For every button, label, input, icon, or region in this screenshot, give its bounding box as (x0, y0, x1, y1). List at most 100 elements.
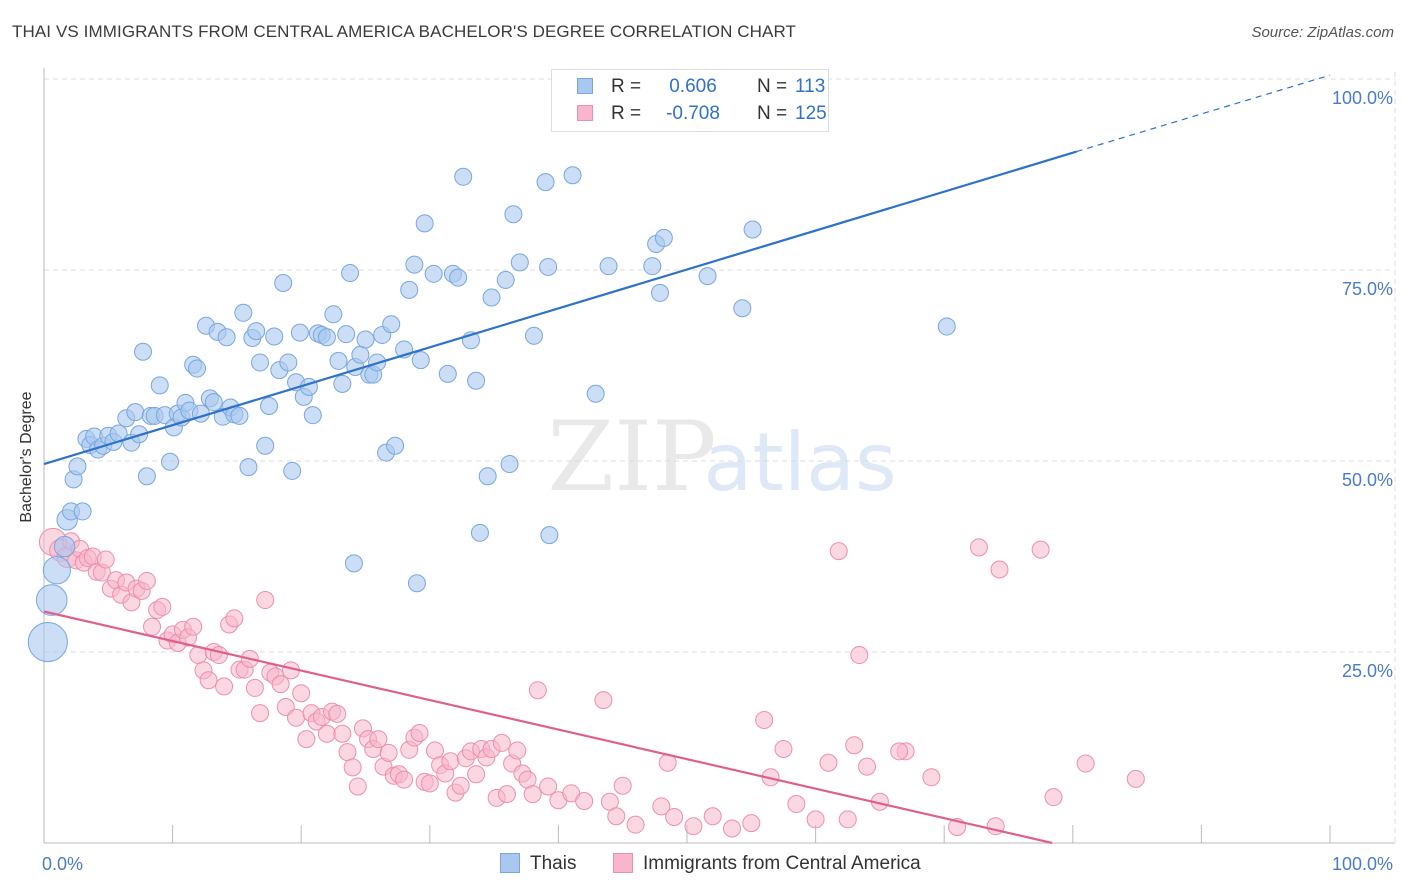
central-america-point (665, 808, 684, 827)
central-america-point (209, 646, 228, 665)
central-america-point (990, 560, 1009, 579)
thai-point (478, 467, 497, 486)
central-america-point (256, 591, 275, 610)
thai-point (247, 322, 266, 341)
thai-point (470, 523, 489, 542)
thai-point (449, 268, 468, 287)
thai-point (283, 461, 302, 480)
thai-point (400, 280, 419, 299)
central-america-point (143, 617, 162, 636)
thai-points (27, 166, 956, 663)
central-america-point (420, 774, 439, 793)
legend-r-value: -0.708 (666, 103, 720, 124)
thai-point (344, 554, 363, 573)
central-america-point (684, 817, 703, 836)
central-america-point (153, 597, 172, 616)
y-tick-label: 50.0% (1342, 470, 1393, 490)
central-america-point (787, 795, 806, 814)
thai-point (337, 325, 356, 344)
thai-point (73, 502, 92, 521)
central-america-point (523, 785, 542, 804)
thai-point (504, 205, 523, 224)
thai-point (256, 436, 275, 455)
thai-point (454, 167, 473, 186)
thai-point (217, 328, 236, 347)
thai-point (536, 173, 555, 192)
central-america-point (441, 752, 460, 771)
bottom-legend-swatch-central-america (613, 853, 633, 873)
legend-n-label: N = (757, 103, 788, 124)
bottom-legend-swatch-thais (500, 853, 520, 873)
central-america-point (395, 770, 414, 789)
thai-point (424, 264, 443, 283)
thai-point (333, 374, 352, 393)
central-america-trend-line (43, 610, 1053, 845)
tick-labels: 100.0% 75.0% 50.0% 25.0% 0.0% 100.0% (42, 88, 1393, 874)
legend-swatch-thais (577, 78, 593, 94)
central-america-point (292, 684, 311, 703)
trend-lines (43, 74, 1331, 845)
thai-point (407, 574, 426, 593)
central-america-point (271, 675, 290, 694)
thai-point (150, 376, 169, 395)
bottom-legend-label-thais: Thais (530, 853, 577, 874)
central-america-point (379, 743, 398, 762)
central-america-point (1031, 540, 1050, 559)
watermark-zip: ZIP (547, 401, 716, 513)
watermark: ZIP atlas (547, 401, 896, 513)
thai-point (599, 257, 618, 276)
thai-point (563, 166, 582, 185)
thai-point (937, 317, 956, 336)
thai-point (482, 288, 501, 307)
thai-point (27, 622, 68, 663)
legend-r-label: R = (611, 103, 642, 124)
central-america-point (96, 550, 115, 569)
central-america-point (317, 724, 336, 743)
central-america-point (497, 785, 516, 804)
thai-point (137, 467, 156, 486)
thai-point (386, 436, 405, 455)
thai-point (234, 303, 253, 322)
thai-point (405, 255, 424, 274)
thai-point (204, 393, 223, 412)
central-america-point (774, 740, 793, 759)
thai-point (274, 273, 293, 292)
central-america-point (348, 777, 367, 796)
thai-point (733, 299, 752, 318)
central-america-point (297, 730, 316, 749)
legend-n-value: 113 (795, 76, 826, 97)
bottom-legend-central-america: Immigrants from Central America (613, 852, 921, 876)
thai-point (279, 353, 298, 372)
thai-point (299, 377, 318, 396)
central-america-point (594, 691, 613, 710)
central-america-point (1126, 769, 1145, 788)
thai-point (382, 315, 401, 334)
legend-n-value: 125 (795, 103, 827, 124)
thai-point (290, 323, 309, 342)
thai-point (643, 257, 662, 276)
central-america-point (225, 609, 244, 628)
thai-point (524, 326, 543, 345)
central-america-point (338, 743, 357, 762)
axes (43, 68, 1395, 844)
central-america-point (652, 797, 671, 816)
central-america-point (607, 807, 626, 826)
thai-point (351, 345, 370, 364)
central-america-point (369, 730, 388, 749)
central-america-point (251, 704, 270, 723)
thai-point (260, 396, 279, 415)
thai-point (239, 458, 258, 477)
thai-point (35, 584, 68, 616)
thai-point (500, 455, 519, 474)
central-america-point (215, 677, 234, 696)
thai-point (438, 364, 457, 383)
central-america-point (850, 646, 869, 665)
central-america-point (1044, 788, 1063, 807)
thai-point (126, 403, 145, 422)
central-america-point (703, 807, 722, 826)
central-america-point (969, 538, 988, 557)
central-america-point (613, 776, 632, 795)
thai-point (251, 353, 270, 372)
thai-point (42, 556, 71, 585)
